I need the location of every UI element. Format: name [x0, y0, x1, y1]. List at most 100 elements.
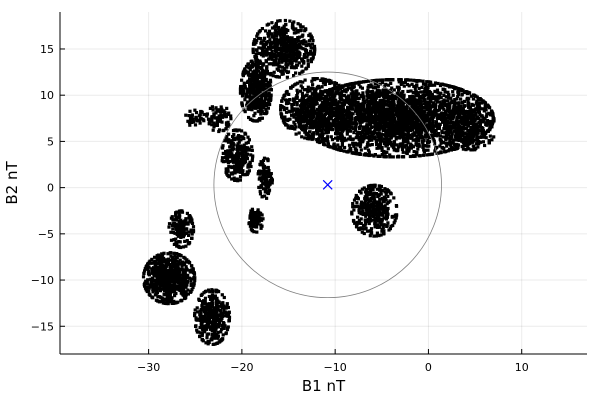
data-point: [237, 156, 241, 160]
data-point: [430, 111, 434, 115]
data-point: [283, 67, 287, 71]
data-point: [395, 85, 399, 89]
data-point: [250, 156, 255, 160]
data-point: [388, 138, 392, 142]
data-point: [269, 172, 273, 176]
data-point: [301, 118, 305, 122]
data-point: [232, 176, 236, 180]
data-point: [405, 117, 409, 121]
data-point: [384, 144, 388, 148]
data-point: [259, 179, 263, 183]
data-point: [342, 149, 346, 153]
data-point: [302, 103, 306, 108]
data-point: [291, 25, 295, 29]
data-point: [393, 107, 397, 111]
data-point: [254, 89, 258, 93]
data-point: [266, 165, 270, 170]
data-point: [354, 106, 358, 110]
data-point: [436, 114, 440, 118]
data-point: [319, 96, 323, 101]
data-point: [296, 30, 300, 34]
data-point: [471, 97, 475, 101]
data-point: [291, 23, 295, 27]
data-point: [358, 131, 362, 135]
data-point: [279, 46, 284, 51]
data-point: [232, 136, 236, 140]
data-point: [259, 37, 263, 41]
data-point: [359, 137, 363, 141]
data-point: [366, 117, 370, 121]
data-point: [378, 140, 382, 144]
data-point: [399, 91, 403, 95]
data-point: [433, 83, 437, 87]
data-point: [370, 92, 374, 96]
data-point: [251, 65, 255, 69]
data-point: [233, 171, 237, 175]
data-point: [336, 104, 340, 108]
data-point: [371, 90, 375, 94]
data-point: [439, 102, 444, 106]
data-point: [419, 99, 423, 103]
data-point: [358, 141, 362, 145]
data-point: [352, 121, 356, 125]
data-point: [388, 155, 392, 159]
data-point: [311, 83, 315, 87]
data-point: [419, 127, 423, 131]
data-point: [378, 188, 382, 192]
data-point: [344, 95, 348, 99]
data-point: [359, 205, 363, 209]
data-point: [301, 33, 305, 37]
data-point: [311, 135, 315, 139]
data-point: [260, 195, 264, 199]
data-point: [274, 59, 278, 63]
data-point: [410, 112, 414, 116]
data-point: [367, 129, 371, 133]
data-point: [392, 143, 396, 147]
data-point: [421, 127, 425, 131]
data-point: [384, 142, 388, 146]
data-point: [267, 99, 271, 103]
data-point: [265, 191, 269, 195]
data-point: [357, 219, 361, 223]
data-point: [271, 53, 275, 57]
data-point: [286, 39, 290, 44]
data-point: [187, 276, 192, 280]
data-point: [250, 74, 254, 78]
data-point: [251, 222, 255, 226]
data-point: [311, 99, 315, 103]
data-point: [261, 181, 265, 185]
data-point: [417, 137, 421, 141]
data-point: [242, 108, 246, 112]
data-point: [381, 205, 385, 210]
data-point: [400, 99, 404, 103]
data-point: [364, 214, 368, 218]
data-point: [400, 147, 405, 152]
data-point: [350, 210, 354, 214]
data-point: [351, 205, 355, 209]
data-point: [251, 89, 255, 93]
data-point: [369, 112, 373, 116]
data-point: [466, 100, 470, 104]
data-point: [479, 101, 483, 105]
data-point: [433, 131, 437, 135]
data-point: [250, 108, 254, 112]
data-point: [262, 173, 266, 177]
data-point: [236, 152, 240, 156]
data-point: [381, 116, 385, 120]
data-point: [310, 119, 314, 124]
data-point: [309, 123, 313, 127]
data-point: [379, 233, 383, 237]
data-point: [279, 48, 283, 52]
data-point: [460, 92, 464, 96]
data-point: [363, 223, 367, 227]
data-point: [372, 191, 376, 195]
data-point: [392, 105, 396, 109]
data-point: [307, 122, 311, 126]
data-point: [267, 93, 271, 97]
data-point: [301, 124, 305, 128]
data-point: [396, 105, 401, 109]
data-point: [297, 43, 301, 47]
data-point: [229, 151, 233, 155]
data-point: [375, 203, 379, 207]
data-point: [365, 196, 369, 200]
